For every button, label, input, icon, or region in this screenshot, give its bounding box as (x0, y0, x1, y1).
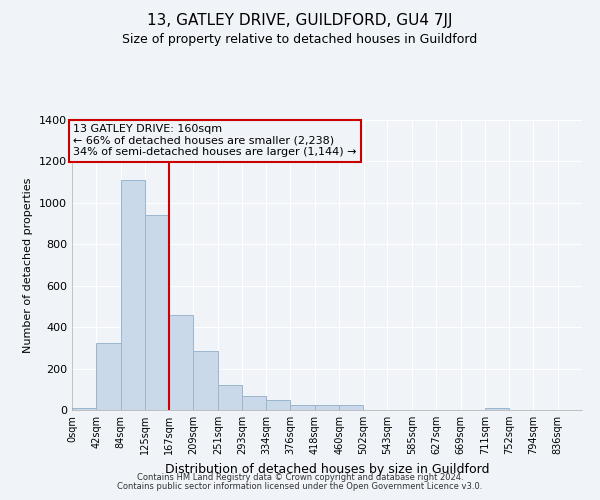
Bar (339, 406, 364, 410)
Bar (290, 405, 314, 410)
Bar (266, 400, 290, 410)
Text: 13 GATLEY DRIVE: 160sqm
← 66% of detached houses are smaller (2,238)
34% of semi: 13 GATLEY DRIVE: 160sqm ← 66% of detache… (73, 124, 356, 158)
Bar (315, 406, 339, 410)
Bar (193, 352, 218, 410)
Bar (72, 408, 96, 410)
Bar (145, 216, 169, 410)
Bar (121, 180, 145, 410)
Bar (485, 408, 509, 410)
Text: Contains HM Land Registry data © Crown copyright and database right 2024.: Contains HM Land Registry data © Crown c… (137, 474, 463, 482)
Bar (169, 314, 193, 410)
Bar (218, 385, 242, 410)
X-axis label: Distribution of detached houses by size in Guildford: Distribution of detached houses by size … (165, 462, 489, 475)
Text: Contains public sector information licensed under the Open Government Licence v3: Contains public sector information licen… (118, 482, 482, 491)
Text: Size of property relative to detached houses in Guildford: Size of property relative to detached ho… (122, 32, 478, 46)
Bar (242, 396, 266, 410)
Y-axis label: Number of detached properties: Number of detached properties (23, 178, 34, 352)
Text: 13, GATLEY DRIVE, GUILDFORD, GU4 7JJ: 13, GATLEY DRIVE, GUILDFORD, GU4 7JJ (147, 12, 453, 28)
Bar (97, 342, 121, 410)
